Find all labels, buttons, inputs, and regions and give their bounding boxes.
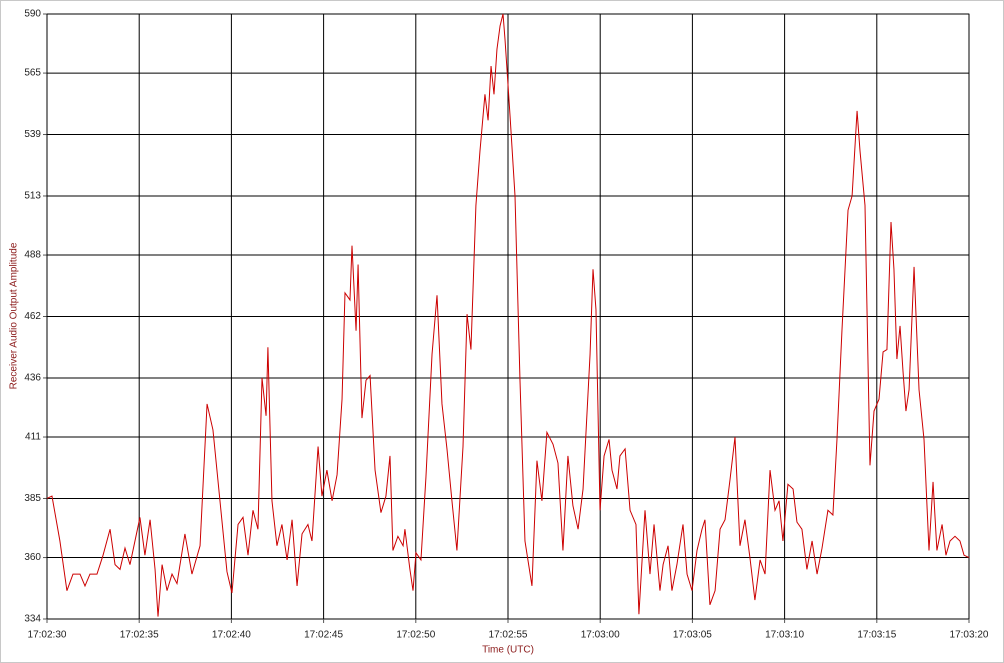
x-axis-title: Time (UTC) <box>482 645 534 656</box>
y-tick-label: 513 <box>24 191 41 202</box>
y-tick-label: 488 <box>24 250 41 261</box>
x-tick-label: 17:03:05 <box>673 630 712 641</box>
x-tick-label: 17:02:45 <box>304 630 343 641</box>
x-tick-label: 17:03:20 <box>950 630 989 641</box>
y-tick-label: 360 <box>24 552 41 563</box>
x-tick-label: 17:02:50 <box>396 630 435 641</box>
y-tick-label: 334 <box>24 614 41 625</box>
x-tick-label: 17:02:30 <box>28 630 67 641</box>
x-tick-label: 17:02:55 <box>489 630 528 641</box>
x-tick-label: 17:03:15 <box>857 630 896 641</box>
x-tick-label: 17:03:00 <box>581 630 620 641</box>
y-tick-label: 590 <box>24 9 41 20</box>
x-tick-label: 17:02:35 <box>120 630 159 641</box>
y-tick-label: 462 <box>24 311 41 322</box>
y-tick-label: 385 <box>24 493 41 504</box>
y-tick-label: 411 <box>25 432 41 443</box>
x-tick-label: 17:03:10 <box>765 630 804 641</box>
y-tick-label: 565 <box>24 68 41 79</box>
y-tick-label: 436 <box>24 373 41 384</box>
data-line <box>46 13 970 617</box>
y-axis-title: Receiver Audio Output Amplitude <box>9 242 20 389</box>
x-tick-label: 17:02:40 <box>212 630 251 641</box>
y-tick-label: 539 <box>24 129 41 140</box>
